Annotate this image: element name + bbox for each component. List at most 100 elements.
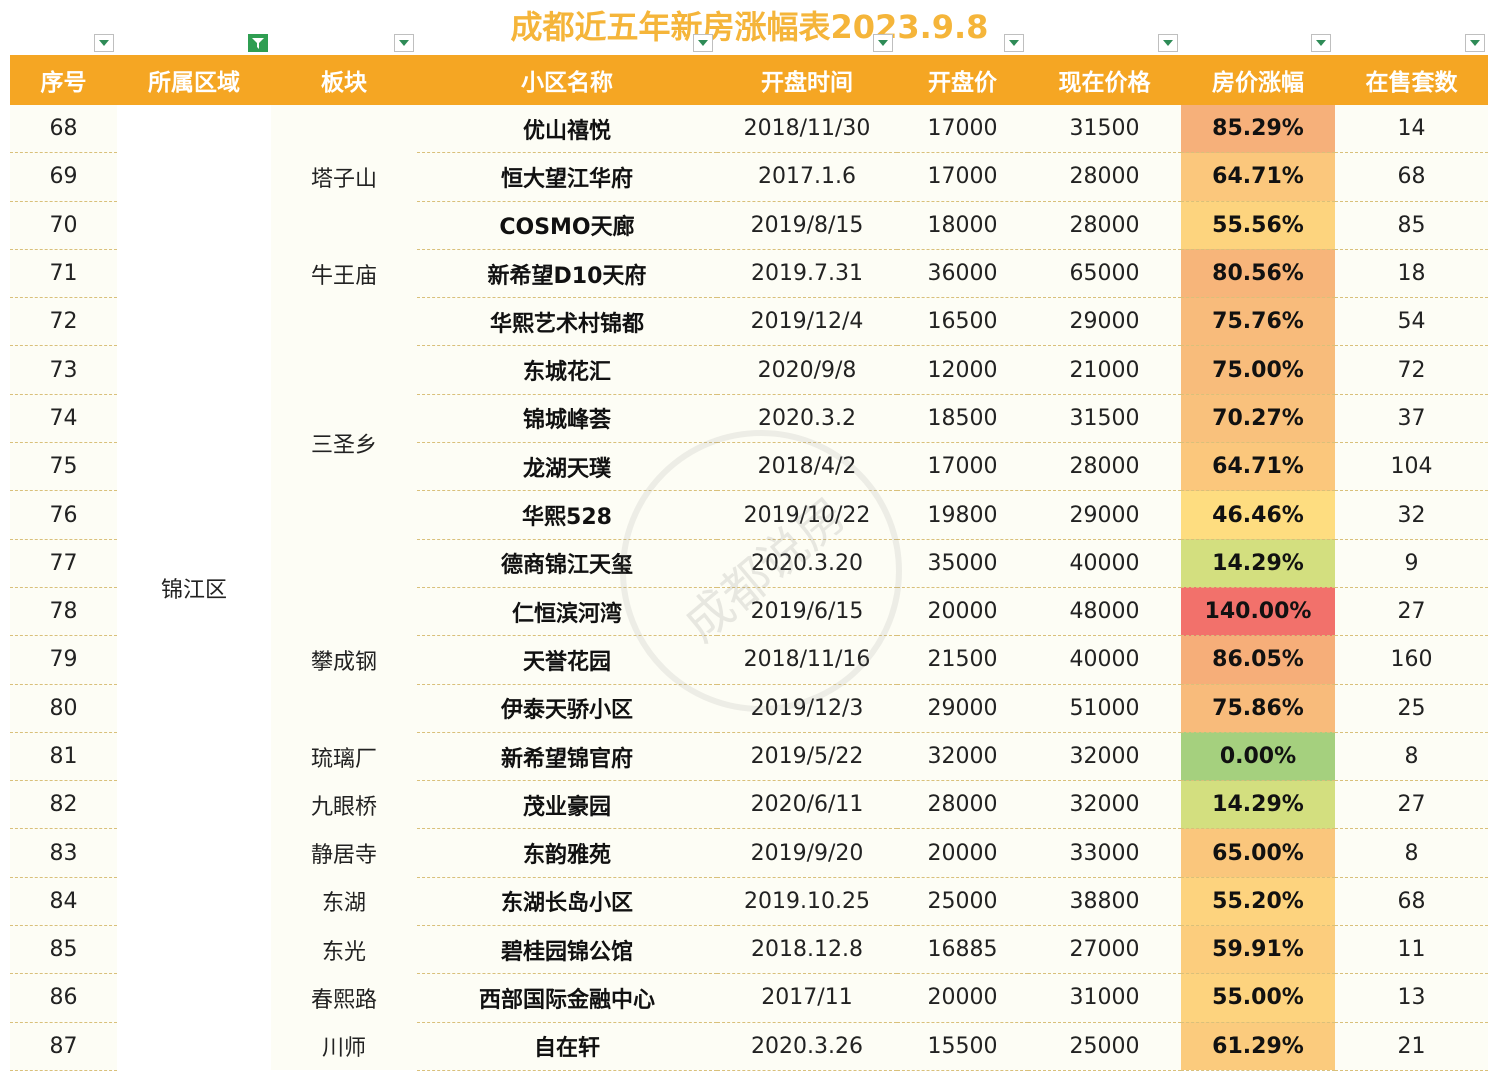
current-price-cell[interactable]: 65000 xyxy=(1028,249,1181,299)
open-date-cell[interactable]: 2018/11/30 xyxy=(717,105,897,154)
row-number-cell[interactable]: 84 xyxy=(10,877,117,927)
on-sale-count-cell[interactable]: 14 xyxy=(1335,105,1488,154)
price-rise-cell[interactable]: 64.71% xyxy=(1181,442,1335,492)
row-number-cell[interactable]: 82 xyxy=(10,780,117,830)
community-name-cell[interactable]: 碧桂园锦公馆 xyxy=(417,925,717,975)
open-price-cell[interactable]: 18500 xyxy=(897,394,1028,444)
open-date-cell[interactable]: 2020.3.26 xyxy=(717,1022,897,1071)
open-date-cell[interactable]: 2019/8/15 xyxy=(717,201,897,250)
filter-dropdown-icon[interactable] xyxy=(693,34,713,52)
block-cell[interactable]: 静居寺 xyxy=(271,828,417,878)
price-rise-cell[interactable]: 55.00% xyxy=(1181,973,1335,1023)
current-price-cell[interactable]: 29000 xyxy=(1028,490,1181,540)
community-name-cell[interactable]: 华熙艺术村锦都 xyxy=(417,297,717,347)
open-date-cell[interactable]: 2019/5/22 xyxy=(717,732,897,782)
on-sale-count-cell[interactable]: 27 xyxy=(1335,780,1488,830)
current-price-cell[interactable]: 38800 xyxy=(1028,877,1181,927)
community-name-cell[interactable]: 东城花汇 xyxy=(417,345,717,395)
price-rise-cell[interactable]: 14.29% xyxy=(1181,780,1335,830)
filter-dropdown-icon[interactable] xyxy=(1158,34,1178,52)
current-price-cell[interactable]: 31500 xyxy=(1028,105,1181,154)
price-rise-cell[interactable]: 65.00% xyxy=(1181,828,1335,878)
community-name-cell[interactable]: 德商锦江天玺 xyxy=(417,539,717,588)
on-sale-count-cell[interactable]: 54 xyxy=(1335,297,1488,347)
open-price-cell[interactable]: 15500 xyxy=(897,1022,1028,1071)
open-price-cell[interactable]: 20000 xyxy=(897,828,1028,878)
open-price-cell[interactable]: 17000 xyxy=(897,442,1028,492)
header-cell[interactable]: 板块 xyxy=(271,55,417,105)
row-number-cell[interactable]: 81 xyxy=(10,732,117,782)
open-date-cell[interactable]: 2017/11 xyxy=(717,973,897,1023)
open-date-cell[interactable]: 2018/11/16 xyxy=(717,635,897,685)
open-date-cell[interactable]: 2019/12/4 xyxy=(717,297,897,347)
current-price-cell[interactable]: 31000 xyxy=(1028,973,1181,1023)
community-name-cell[interactable]: 天誉花园 xyxy=(417,635,717,685)
current-price-cell[interactable]: 25000 xyxy=(1028,1022,1181,1071)
community-name-cell[interactable]: 东湖长岛小区 xyxy=(417,877,717,927)
open-date-cell[interactable]: 2019/12/3 xyxy=(717,684,897,733)
open-price-cell[interactable]: 17000 xyxy=(897,152,1028,202)
row-number-cell[interactable]: 86 xyxy=(10,973,117,1023)
current-price-cell[interactable]: 33000 xyxy=(1028,828,1181,878)
block-cell[interactable]: 九眼桥 xyxy=(271,780,417,829)
row-number-cell[interactable]: 69 xyxy=(10,152,117,202)
community-name-cell[interactable]: 锦城峰荟 xyxy=(417,394,717,444)
header-cell[interactable]: 开盘时间 xyxy=(717,55,897,105)
row-number-cell[interactable]: 70 xyxy=(10,201,117,250)
on-sale-count-cell[interactable]: 13 xyxy=(1335,973,1488,1023)
open-price-cell[interactable]: 12000 xyxy=(897,345,1028,395)
price-rise-cell[interactable]: 14.29% xyxy=(1181,539,1335,588)
price-rise-cell[interactable]: 85.29% xyxy=(1181,105,1335,154)
block-cell[interactable]: 东光 xyxy=(271,925,417,974)
open-date-cell[interactable]: 2020/9/8 xyxy=(717,345,897,395)
row-number-cell[interactable]: 79 xyxy=(10,635,117,685)
open-price-cell[interactable]: 28000 xyxy=(897,780,1028,830)
row-number-cell[interactable]: 72 xyxy=(10,297,117,347)
row-number-cell[interactable]: 78 xyxy=(10,587,117,637)
price-rise-cell[interactable]: 59.91% xyxy=(1181,925,1335,975)
open-date-cell[interactable]: 2018.12.8 xyxy=(717,925,897,975)
open-date-cell[interactable]: 2019/10/22 xyxy=(717,490,897,540)
current-price-cell[interactable]: 51000 xyxy=(1028,684,1181,733)
price-rise-cell[interactable]: 55.20% xyxy=(1181,877,1335,927)
current-price-cell[interactable]: 21000 xyxy=(1028,345,1181,395)
price-rise-cell[interactable]: 70.27% xyxy=(1181,394,1335,444)
community-name-cell[interactable]: 华熙528 xyxy=(417,490,717,540)
filter-dropdown-icon[interactable] xyxy=(1465,34,1485,52)
filter-dropdown-icon[interactable] xyxy=(394,34,414,52)
open-price-cell[interactable]: 16885 xyxy=(897,925,1028,975)
open-price-cell[interactable]: 16500 xyxy=(897,297,1028,347)
price-rise-cell[interactable]: 64.71% xyxy=(1181,152,1335,202)
row-number-cell[interactable]: 80 xyxy=(10,684,117,733)
community-name-cell[interactable]: 新希望锦官府 xyxy=(417,732,717,782)
on-sale-count-cell[interactable]: 37 xyxy=(1335,394,1488,444)
current-price-cell[interactable]: 27000 xyxy=(1028,925,1181,975)
price-rise-cell[interactable]: 140.00% xyxy=(1181,587,1335,637)
community-name-cell[interactable]: 西部国际金融中心 xyxy=(417,973,717,1023)
community-name-cell[interactable]: COSMO天廊 xyxy=(417,201,717,250)
row-number-cell[interactable]: 68 xyxy=(10,105,117,154)
block-cell[interactable]: 三圣乡 xyxy=(271,297,417,588)
open-price-cell[interactable]: 25000 xyxy=(897,877,1028,927)
open-price-cell[interactable]: 29000 xyxy=(897,684,1028,733)
open-price-cell[interactable]: 18000 xyxy=(897,201,1028,250)
on-sale-count-cell[interactable]: 104 xyxy=(1335,442,1488,492)
row-number-cell[interactable]: 77 xyxy=(10,539,117,588)
price-rise-cell[interactable]: 46.46% xyxy=(1181,490,1335,540)
filter-dropdown-icon[interactable] xyxy=(873,34,893,52)
on-sale-count-cell[interactable]: 68 xyxy=(1335,877,1488,927)
current-price-cell[interactable]: 28000 xyxy=(1028,201,1181,250)
row-number-cell[interactable]: 83 xyxy=(10,828,117,878)
row-number-cell[interactable]: 85 xyxy=(10,925,117,975)
on-sale-count-cell[interactable]: 18 xyxy=(1335,249,1488,299)
filter-dropdown-icon[interactable] xyxy=(1311,34,1331,52)
open-date-cell[interactable]: 2017.1.6 xyxy=(717,152,897,202)
price-rise-cell[interactable]: 61.29% xyxy=(1181,1022,1335,1071)
current-price-cell[interactable]: 32000 xyxy=(1028,732,1181,782)
open-date-cell[interactable]: 2020/6/11 xyxy=(717,780,897,830)
current-price-cell[interactable]: 40000 xyxy=(1028,539,1181,588)
price-rise-cell[interactable]: 0.00% xyxy=(1181,732,1335,782)
row-number-cell[interactable]: 73 xyxy=(10,345,117,395)
on-sale-count-cell[interactable]: 9 xyxy=(1335,539,1488,588)
community-name-cell[interactable]: 东韵雅苑 xyxy=(417,828,717,878)
